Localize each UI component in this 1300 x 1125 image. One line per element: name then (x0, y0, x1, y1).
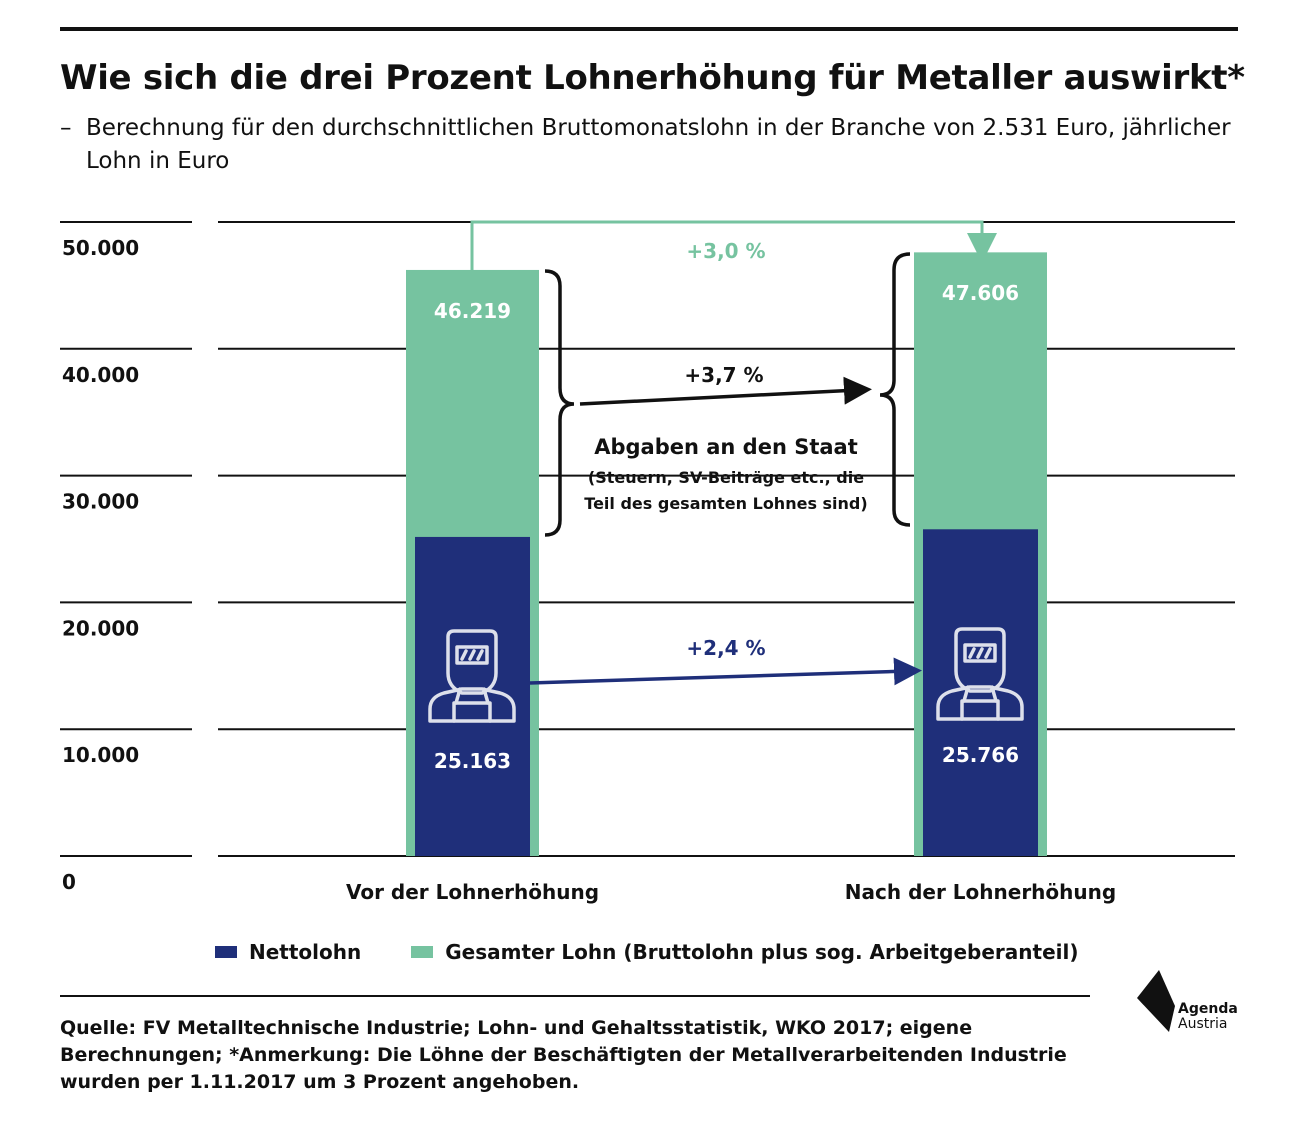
logo-line-1: Agenda (1178, 1001, 1238, 1017)
y-tick-label: 30.000 (62, 490, 139, 514)
logo-line-2: Austria (1178, 1016, 1228, 1032)
total-change-connector (470, 220, 997, 270)
right-brace (879, 252, 911, 527)
net-change-label: +2,4 % (686, 636, 765, 660)
worker-icons (428, 627, 1024, 723)
total-change-label: +3,0 % (686, 239, 765, 263)
grid-lines (60, 221, 1235, 857)
y-tick-label: 0 (62, 870, 76, 894)
legend-swatch-total (411, 946, 434, 958)
x-category-label: Vor der Lohnerhöhung (346, 880, 599, 904)
legend-swatch-net (215, 946, 237, 958)
tax-note-line-2: Teil des gesamten Lohnes sind) (584, 494, 867, 513)
x-category-labels: Vor der Lohnerhöhung Nach der Lohnerhöhun… (346, 880, 1116, 904)
data-label-net-1: 25.163 (434, 749, 511, 773)
y-tick-label: 50.000 (62, 236, 139, 260)
tax-note-line-1: (Steuern, SV-Beiträge etc., die (588, 468, 864, 487)
welder-helmet (446, 629, 498, 695)
visor-glint (976, 647, 984, 659)
annotations: +3,0 % +3,7 % Abgaben an den Staat (Steu… (470, 220, 997, 686)
apron-strap (454, 687, 462, 705)
data-label-net-2: 25.766 (942, 743, 1019, 767)
top-rule (60, 27, 1238, 31)
welder-body (428, 687, 516, 723)
tax-change-label: +3,7 % (684, 363, 763, 387)
welder-icon (936, 627, 1024, 721)
subtitle: – Berechnung für den durchschnittlichen … (60, 112, 1240, 178)
data-label-total-1: 46.219 (434, 299, 511, 323)
page-title: Wie sich die drei Prozent Lohnerhöhung f… (60, 58, 1245, 98)
legend: Nettolohn Gesamter Lohn (Bruttolohn plus… (215, 940, 1129, 964)
welder-helmet (954, 627, 1006, 693)
bar-net-1 (415, 536, 530, 856)
y-tick-label: 40.000 (62, 363, 139, 387)
visor-glint (984, 647, 992, 659)
logo-text: Agenda Austria (1178, 1002, 1238, 1032)
visor-glint (968, 647, 976, 659)
y-tick-labels: 0 10.000 20.000 30.000 40.000 50.000 (62, 236, 139, 894)
visor-glint (460, 649, 468, 661)
subtitle-dash: – (60, 115, 72, 141)
y-tick-label: 20.000 (62, 616, 139, 640)
apron-strap (990, 685, 998, 703)
y-tick-label: 10.000 (62, 743, 139, 767)
legend-item-total: Gesamter Lohn (Bruttolohn plus sog. Arbe… (411, 940, 1079, 964)
agenda-austria-logo (1137, 970, 1175, 1032)
net-change-arrow (529, 657, 922, 686)
welder-visor (963, 643, 997, 663)
apron-strap (962, 685, 970, 703)
legend-item-net: Nettolohn (215, 940, 361, 964)
welder-icon (428, 629, 516, 723)
data-label-total-2: 47.606 (942, 281, 1019, 305)
bottom-rule (60, 995, 1090, 997)
source-note: Quelle: FV Metalltechnische Industrie; L… (60, 1017, 1067, 1093)
tax-title: Abgaben an den Staat (594, 435, 858, 459)
visor-glint (476, 649, 484, 661)
x-category-label: Nach der Lohnerhöhung (845, 880, 1116, 904)
tax-change-arrow (579, 376, 872, 406)
welder-apron (452, 701, 492, 723)
legend-label-net: Nettolohn (249, 940, 362, 964)
welder-body (936, 685, 1024, 721)
data-labels: 46.219 47.606 25.163 25.766 (434, 281, 1019, 773)
left-brace (544, 269, 575, 537)
subtitle-text: Berechnung für den durchschnittlichen Br… (86, 115, 1231, 174)
apron-strap (482, 687, 490, 705)
welder-apron (960, 699, 1000, 721)
legend-label-total: Gesamter Lohn (Bruttolohn plus sog. Arbe… (445, 940, 1079, 964)
bars (406, 252, 1047, 856)
welder-visor (455, 645, 489, 665)
visor-glint (468, 649, 476, 661)
